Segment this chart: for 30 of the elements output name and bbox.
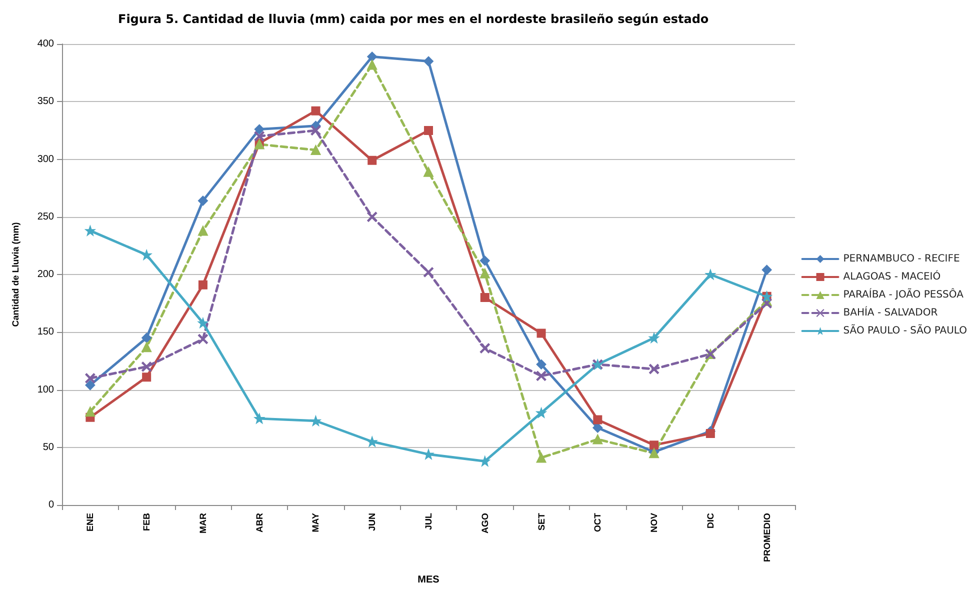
x-tick-label: MAR [198, 512, 208, 534]
y-tick-label: 0 [48, 500, 54, 510]
x-tick-label: ABR [254, 512, 264, 532]
y-tick-label: 300 [37, 154, 54, 165]
legend-label: SÃO PAULO - SÃO PAULO [843, 324, 968, 336]
x-tick-label: AGO [480, 513, 490, 534]
x-tick-label: NOV [649, 513, 660, 533]
x-tick-label: DIC [705, 512, 716, 528]
x-tick-label: OCT [592, 512, 603, 532]
x-tick-label: JUL [424, 512, 434, 530]
x-tick-label: SET [536, 512, 546, 531]
x-tick-label: FEB [142, 512, 152, 531]
x-axis-title: MES [418, 574, 440, 586]
y-tick-label: 400 [37, 38, 54, 50]
legend-label: BAHÍA - SALVADOR [843, 306, 938, 318]
y-tick-label: 50 [42, 442, 54, 453]
y-axis-title: Cantidad de Lluvia (mm) [10, 222, 20, 327]
y-tick-label: 200 [37, 269, 54, 280]
y-tick-label: 150 [37, 326, 54, 338]
x-tick-label: ENE [85, 513, 96, 532]
legend-label: PERNAMBUCO - RECIFE [843, 254, 960, 264]
y-tick-label: 350 [37, 96, 54, 108]
x-tick-label: JUN [367, 513, 378, 532]
x-tick-label: PROMEDIO [762, 513, 772, 562]
legend-label: PARAÍBA - JOÃO PESSÔA [843, 288, 964, 300]
y-tick-label: 250 [37, 211, 54, 222]
x-tick-label: MAY [310, 513, 321, 532]
y-tick-label: 100 [37, 384, 54, 396]
chart-title: Figura 5. Cantidad de lluvia (mm) caida por mes en el nordeste brasileño según estado [118, 12, 709, 26]
legend-label: ALAGOAS - MACEIÓ [843, 270, 941, 282]
